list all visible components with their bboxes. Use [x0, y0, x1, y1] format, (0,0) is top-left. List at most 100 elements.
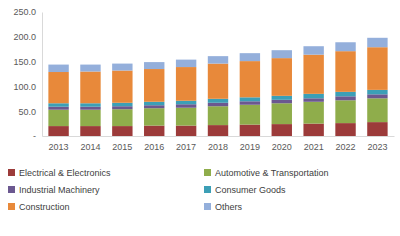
legend-item: Others: [204, 202, 243, 212]
bar-segment: [208, 106, 228, 125]
bar-segment: [335, 51, 355, 92]
bar-segment: [48, 110, 68, 126]
x-tick: 2016: [144, 136, 164, 152]
legend-item: Electrical & Electronics: [8, 168, 111, 178]
y-tick-label: 50.0: [18, 107, 36, 117]
bar-segment: [335, 42, 355, 51]
bar-segment: [176, 108, 196, 126]
bar-segment: [80, 126, 100, 136]
bar-segment: [272, 96, 292, 100]
bar-segment: [112, 103, 132, 106]
bar-segment: [367, 90, 387, 94]
bar-segment: [367, 38, 387, 47]
bar-segment: [112, 109, 132, 126]
bar-segment: [272, 103, 292, 124]
legend-swatch: [8, 169, 15, 176]
bar-segment: [208, 103, 228, 106]
bar-segment: [80, 110, 100, 126]
x-tick-label: 2021: [304, 142, 324, 152]
bar-segment: [144, 126, 164, 136]
bar-segment: [80, 65, 100, 72]
y-tick: 50.0: [18, 107, 42, 117]
chart: -50.0100.0150.0200.0250.0201320142015201…: [0, 0, 400, 236]
bar-segment: [303, 94, 323, 98]
bar-segment: [176, 101, 196, 104]
plot: -50.0100.0150.0200.0250.0201320142015201…: [13, 7, 394, 152]
y-tick-label: 100.0: [13, 82, 36, 92]
bar-segment: [144, 69, 164, 102]
legend-label: Others: [215, 202, 243, 212]
bar-segment: [208, 64, 228, 99]
bar-segment: [112, 71, 132, 103]
y-tick: 150.0: [13, 57, 42, 67]
bar-segment: [240, 97, 260, 101]
bar-segment: [240, 101, 260, 104]
y-axis: -50.0100.0150.0200.0250.0: [13, 7, 42, 141]
bar-segment: [303, 102, 323, 124]
bar-segment: [303, 55, 323, 94]
bar-segment: [144, 102, 164, 105]
bar-segment: [48, 103, 68, 106]
legend-item: Automotive & Transportation: [204, 168, 329, 178]
x-tick: 2021: [304, 136, 324, 152]
x-tick-label: 2023: [367, 142, 387, 152]
bar-segment: [112, 64, 132, 71]
bar-segment: [335, 96, 355, 100]
x-tick: 2013: [49, 136, 69, 152]
bar-segment: [335, 123, 355, 136]
bar-segment: [367, 47, 387, 90]
legend: Electrical & Electronics Automotive & Tra…: [8, 168, 329, 212]
bar-segment: [48, 126, 68, 136]
y-tick: 100.0: [13, 82, 42, 92]
bar-segment: [80, 72, 100, 104]
bar-segment: [144, 108, 164, 125]
bar-segment: [367, 122, 387, 136]
bar-segment: [303, 46, 323, 54]
legend-item: Construction: [8, 202, 70, 212]
bar-segment: [208, 99, 228, 103]
y-axis-line: [42, 13, 43, 137]
bar-segment: [272, 124, 292, 136]
legend-swatch: [8, 186, 15, 193]
legend-label: Consumer Goods: [215, 185, 286, 195]
x-tick-label: 2018: [208, 142, 228, 152]
x-tick: 2022: [336, 136, 356, 152]
legend-swatch: [204, 203, 211, 210]
bar-segment: [303, 98, 323, 101]
bar-segment: [176, 104, 196, 107]
x-axis: 2013 2014 2015 2016 2017 2018 2019 2020 2021 2022…: [43, 136, 395, 152]
x-tick-label: 2022: [336, 142, 356, 152]
series: [48, 38, 387, 72]
bar-segment: [144, 105, 164, 108]
bar-segment: [144, 62, 164, 69]
x-tick-label: 2020: [272, 142, 292, 152]
bars: [48, 38, 387, 136]
x-tick-label: 2017: [176, 142, 196, 152]
bar-segment: [303, 124, 323, 136]
x-tick-label: 2016: [144, 142, 164, 152]
x-tick: 2018: [208, 136, 228, 152]
bar-segment: [240, 105, 260, 125]
y-tick: 250.0: [13, 7, 42, 17]
y-tick: 200.0: [13, 32, 42, 42]
bar-segment: [335, 100, 355, 123]
legend-label: Construction: [19, 202, 70, 212]
series: [48, 47, 387, 103]
y-tick-label: 200.0: [13, 32, 36, 42]
legend-swatch: [204, 186, 211, 193]
x-tick-label: 2015: [112, 142, 132, 152]
x-tick: 2019: [240, 136, 260, 152]
x-axis-line: [43, 136, 395, 137]
x-tick: 2014: [80, 136, 100, 152]
bar-segment: [240, 125, 260, 136]
x-tick: 2020: [272, 136, 292, 152]
legend-swatch: [204, 169, 211, 176]
bar-segment: [240, 53, 260, 61]
bar-segment: [80, 107, 100, 110]
x-tick-label: 2019: [240, 142, 260, 152]
bar-segment: [208, 56, 228, 63]
bar-segment: [176, 60, 196, 67]
x-tick: 2015: [112, 136, 132, 152]
legend-item: Industrial Machinery: [8, 185, 100, 195]
bar-segment: [48, 72, 68, 103]
